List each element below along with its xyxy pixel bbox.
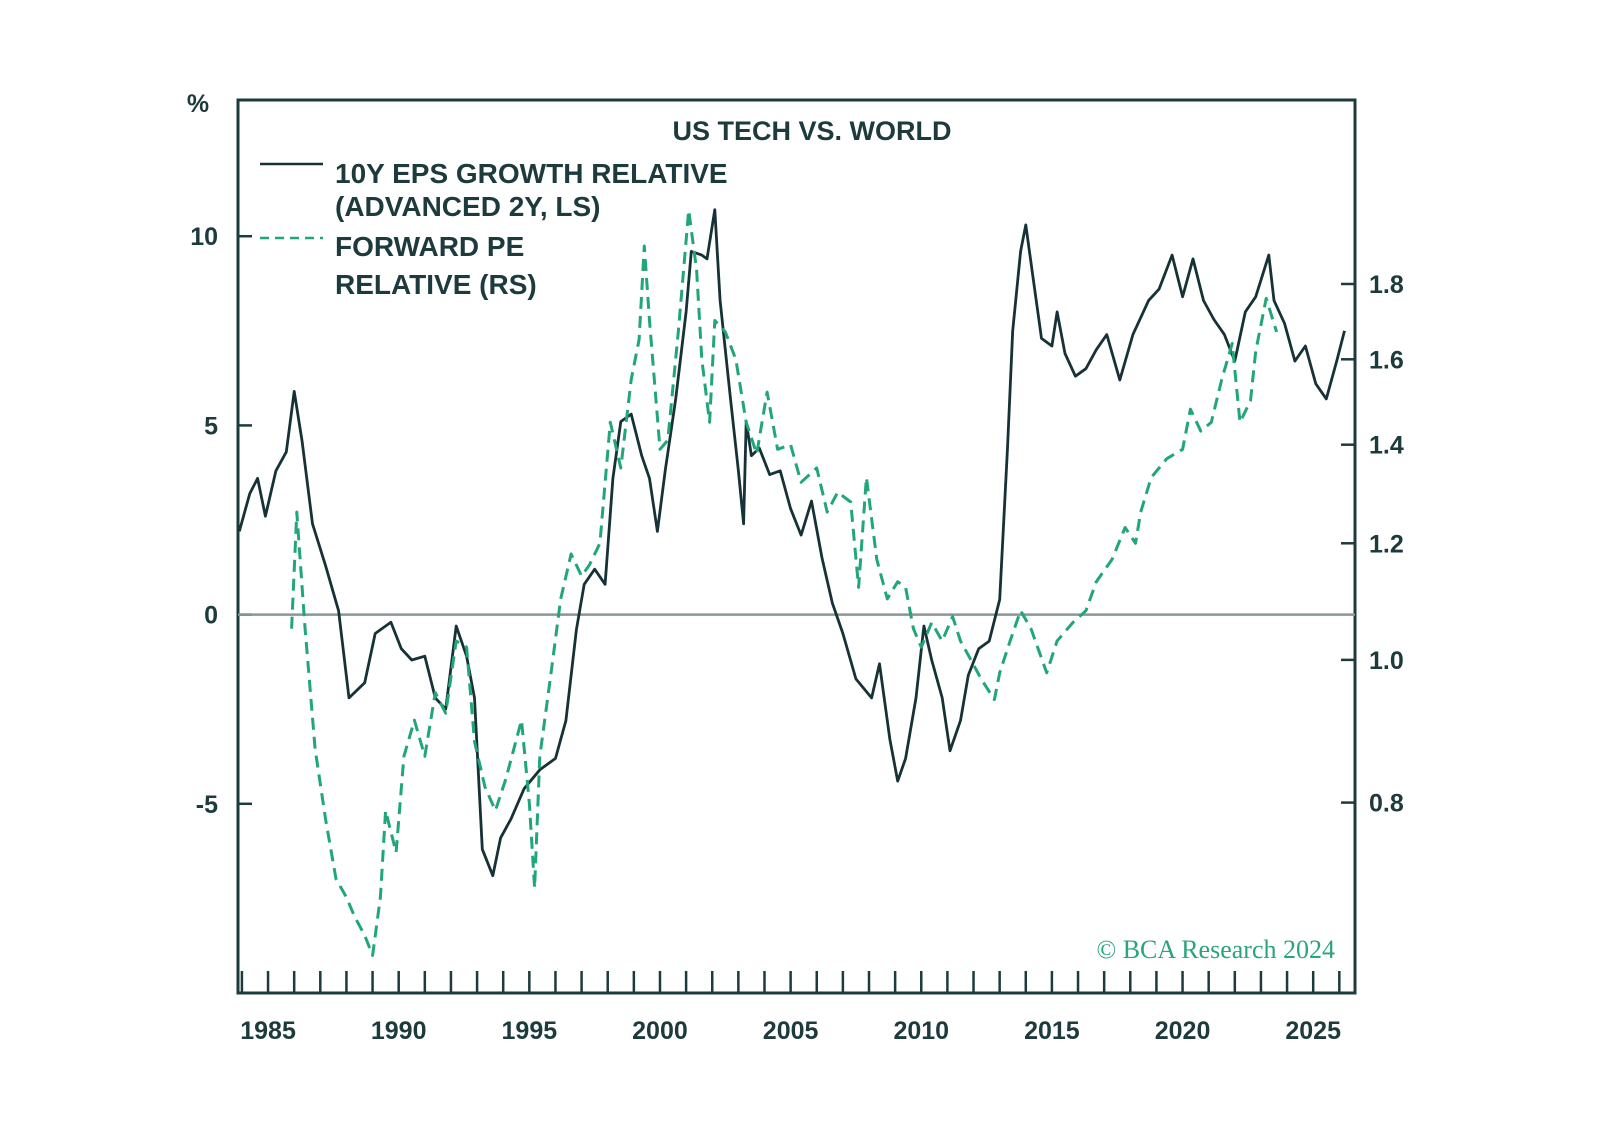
chart-title: US TECH VS. WORLD	[672, 116, 951, 146]
x-tick-label: 1990	[371, 1017, 427, 1045]
legend: 10Y EPS GROWTH RELATIVE (ADVANCED 2Y, LS…	[260, 158, 728, 300]
x-tick-label: 2015	[1024, 1017, 1080, 1045]
left-tick-label: 10	[190, 223, 218, 251]
watermark: © BCA Research 2024	[1096, 935, 1335, 964]
right-tick-label: 0.8	[1369, 790, 1404, 818]
x-tick-label: 2010	[893, 1017, 949, 1045]
legend-label-pe-line1: FORWARD PE	[335, 231, 524, 262]
series-forward-pe-line	[290, 208, 1279, 957]
legend-label-pe-line2: RELATIVE (RS)	[335, 269, 537, 300]
right-tick-label: 1.8	[1369, 271, 1404, 299]
x-tick-label: 2000	[632, 1017, 688, 1045]
series-eps-growth-line	[237, 208, 1346, 878]
right-tick-label: 1.6	[1369, 346, 1404, 374]
right-tick-label: 1.0	[1369, 647, 1404, 675]
x-tick-label: 2025	[1285, 1017, 1341, 1045]
plot-frame	[236, 98, 1357, 995]
legend-label-eps-line1: 10Y EPS GROWTH RELATIVE	[335, 158, 728, 189]
x-tick-label: 1995	[502, 1017, 558, 1045]
left-axis-unit: %	[187, 90, 209, 118]
right-tick-label: 1.2	[1369, 530, 1404, 558]
x-tick-label: 1985	[240, 1017, 296, 1045]
left-tick-label: 5	[204, 412, 218, 440]
left-tick-label: -5	[196, 791, 218, 819]
left-tick-label: 0	[204, 602, 218, 630]
x-tick-label: 2005	[763, 1017, 819, 1045]
legend-label-eps-line2: (ADVANCED 2Y, LS)	[335, 191, 601, 222]
right-tick-label: 1.4	[1369, 432, 1404, 460]
x-tick-label: 2020	[1155, 1017, 1211, 1045]
